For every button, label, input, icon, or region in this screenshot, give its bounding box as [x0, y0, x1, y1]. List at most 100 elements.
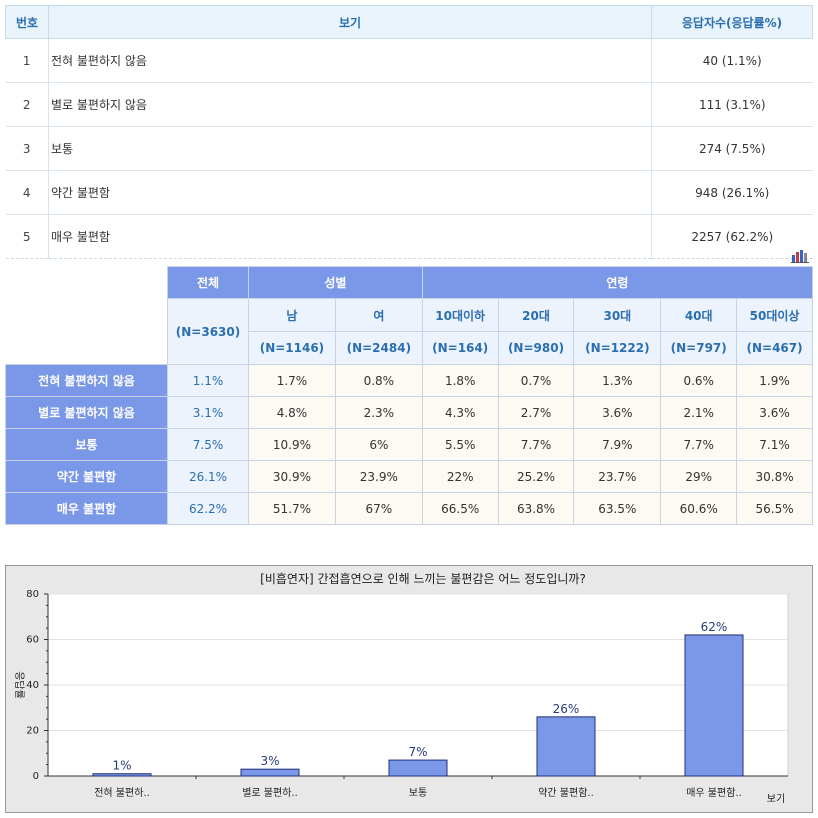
row-total: 7.5%	[167, 428, 249, 461]
x-tick-label: 매우 불편함..	[686, 787, 742, 799]
row-value: 56.5%	[736, 492, 813, 525]
row-option: 약간 불편함	[48, 170, 652, 215]
row-value: 0.6%	[660, 364, 738, 397]
row-number: 5	[5, 214, 49, 259]
row-value: 66.5%	[421, 492, 499, 525]
row-value: 3.6%	[736, 396, 813, 429]
bar-chart: [비흡연자] 간접흡연으로 인해 느끼는 불편감은 어느 정도입니까? 0 20 40…	[5, 565, 813, 813]
row-count: 274 (7.5%)	[651, 126, 813, 171]
row-number: 2	[5, 82, 49, 127]
row-label: 매우 불편함	[5, 492, 168, 525]
row-value: 22%	[421, 460, 499, 493]
group-n: (N=164)	[421, 331, 499, 365]
row-total: 26.1%	[167, 460, 249, 493]
header-option: 보기	[48, 5, 652, 39]
row-value: 1.8%	[421, 364, 499, 397]
group-name: 여	[334, 298, 423, 332]
bar	[92, 773, 152, 777]
y-axis-label: 응답률	[13, 671, 25, 699]
header-count: 응답자수(응답률%)	[651, 5, 813, 39]
row-value: 23.7%	[573, 460, 662, 493]
row-value: 29%	[660, 460, 738, 493]
group-n: (N=797)	[660, 331, 738, 365]
chart-title: [비흡연자] 간접흡연으로 인해 느끼는 불편감은 어느 정도입니까?	[260, 572, 586, 586]
table-row: 1 전혀 불편하지 않음 40 (1.1%)	[5, 38, 813, 83]
row-value: 2.1%	[660, 396, 738, 429]
bar	[536, 716, 596, 777]
group-n: (N=1146)	[248, 331, 336, 365]
row-number: 3	[5, 126, 49, 171]
row-option: 보통	[48, 126, 652, 171]
table-row: 5 매우 불편함 2257 (62.2%)	[5, 214, 813, 259]
row-total: 1.1%	[167, 364, 249, 397]
table-row: 보통 7.5% 10.9% 6% 5.5% 7.7% 7.9% 7.7% 7.1%	[5, 428, 813, 461]
row-value: 4.3%	[421, 396, 499, 429]
row-count: 111 (3.1%)	[651, 82, 813, 127]
group-name: 50대이상	[736, 298, 813, 332]
y-tick-label: 60	[26, 635, 39, 646]
bar	[684, 634, 744, 777]
group-n: (N=2484)	[334, 331, 423, 365]
x-tick-label: 전혀 불편하..	[94, 786, 150, 799]
data-label: 62%	[701, 620, 728, 634]
blank-cell	[5, 266, 168, 299]
row-value: 6%	[334, 428, 423, 461]
row-value: 30.8%	[736, 460, 813, 493]
row-total: 3.1%	[167, 396, 249, 429]
row-value: 25.2%	[497, 460, 575, 493]
bar	[388, 759, 448, 777]
row-option: 매우 불편함	[48, 214, 652, 259]
row-value: 0.7%	[497, 364, 575, 397]
table-row: 약간 불편함 26.1% 30.9% 23.9% 22% 25.2% 23.7% 29% 30.…	[5, 460, 813, 493]
group-n: (N=467)	[736, 331, 813, 365]
row-value: 30.9%	[248, 460, 336, 493]
row-option: 전혀 불편하지 않음	[48, 38, 652, 83]
y-tick-label: 40	[26, 680, 39, 691]
group-n: (N=980)	[497, 331, 575, 365]
header-age: 연령	[421, 266, 814, 299]
data-label: 1%	[112, 759, 131, 773]
group-name: 40대	[660, 298, 738, 332]
row-value: 51.7%	[248, 492, 336, 525]
row-value: 10.9%	[248, 428, 336, 461]
row-value: 1.3%	[573, 364, 662, 397]
row-value: 60.6%	[660, 492, 738, 525]
row-value: 7.9%	[573, 428, 662, 461]
total-n: (N=3630)	[167, 298, 249, 365]
blank-cell	[5, 298, 168, 365]
table-row: 4 약간 불편함 948 (26.1%)	[5, 170, 813, 215]
table-row: 별로 불편하지 않음 3.1% 4.8% 2.3% 4.3% 2.7% 3.6% 2.1% 3.…	[5, 396, 813, 429]
row-value: 1.9%	[736, 364, 813, 397]
row-value: 67%	[334, 492, 423, 525]
y-tick-label: 0	[33, 771, 39, 782]
crosstab-table: 전체 성별 연령 (N=3630) 남 여 10대이하 20대 30대 40대 …	[5, 266, 814, 525]
table-row: 매우 불편함 62.2% 51.7% 67% 66.5% 63.8% 63.5% 60.6% 5…	[5, 492, 813, 525]
row-value: 7.1%	[736, 428, 813, 461]
row-label: 전혀 불편하지 않음	[5, 364, 168, 397]
row-number: 4	[5, 170, 49, 215]
row-total: 62.2%	[167, 492, 249, 525]
bar	[240, 768, 300, 777]
row-label: 약간 불편함	[5, 460, 168, 493]
row-value: 23.9%	[334, 460, 423, 493]
x-tick-label: 별로 불편하..	[242, 786, 298, 799]
x-tick-label: 약간 불편함..	[538, 787, 594, 799]
header-number: 번호	[5, 5, 49, 39]
data-label: 26%	[553, 702, 580, 716]
table-row: 전혀 불편하지 않음 1.1% 1.7% 0.8% 1.8% 0.7% 1.3% 0.6% 1.…	[5, 364, 813, 397]
row-count: 948 (26.1%)	[651, 170, 813, 215]
group-n: (N=1222)	[573, 331, 662, 365]
header-total: 전체	[167, 266, 249, 299]
table-row: 3 보통 274 (7.5%)	[5, 126, 813, 171]
data-label: 7%	[408, 745, 427, 759]
row-value: 4.8%	[248, 396, 336, 429]
row-value: 0.8%	[334, 364, 423, 397]
row-value: 63.8%	[497, 492, 575, 525]
row-count: 2257 (62.2%)	[651, 214, 813, 259]
bar-chart-svg: [비흡연자] 간접흡연으로 인해 느끼는 불편감은 어느 정도입니까? 0 20 40…	[13, 572, 789, 805]
bar-chart-icon[interactable]	[791, 249, 809, 263]
row-count: 40 (1.1%)	[651, 38, 813, 83]
row-value: 7.7%	[660, 428, 738, 461]
row-value: 63.5%	[573, 492, 662, 525]
group-name: 10대이하	[421, 298, 499, 332]
